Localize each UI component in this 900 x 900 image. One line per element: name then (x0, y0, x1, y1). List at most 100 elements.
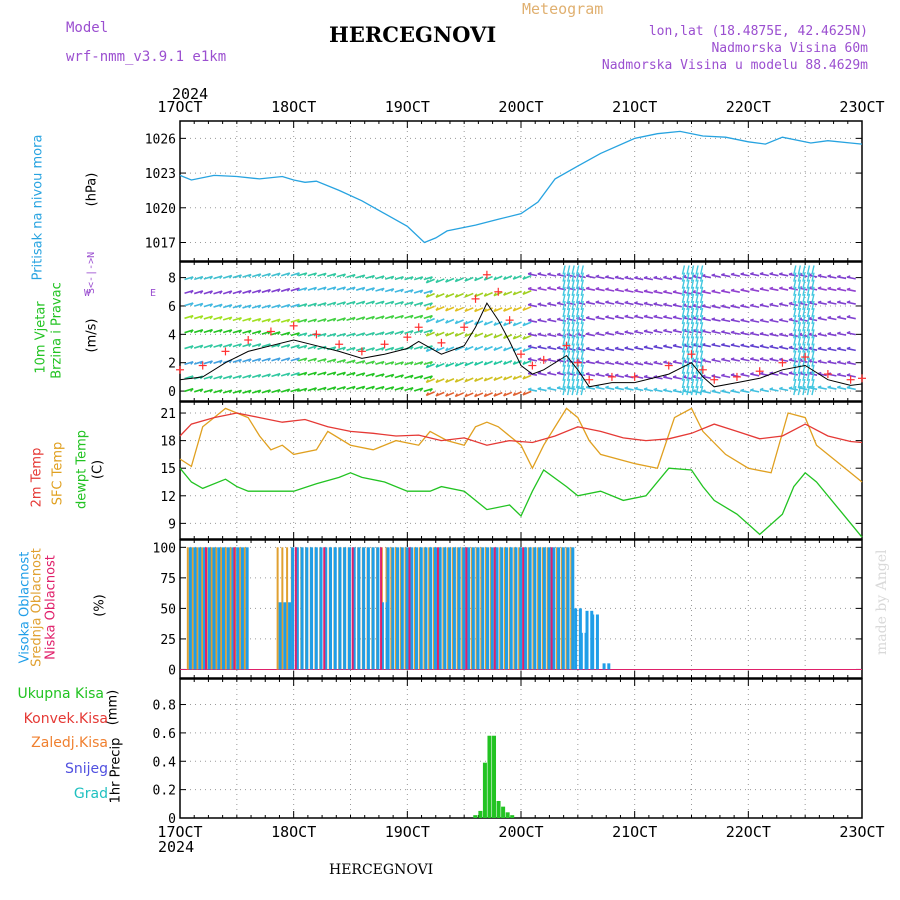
wind-vector (435, 346, 445, 352)
wind-vector-head (257, 318, 262, 322)
wind-vector-head (296, 272, 300, 277)
wind-vector-dense (576, 371, 580, 382)
wind-vector-head (303, 345, 308, 349)
wind-vector-head (277, 318, 281, 323)
wind-vector-dense (566, 364, 571, 374)
wind-vector (426, 317, 435, 323)
wind-vector (384, 361, 395, 366)
wind-vector (730, 289, 740, 293)
wind-vector-dense (802, 265, 806, 275)
cloud-bar-mid (508, 547, 511, 670)
wind-vector-head (605, 346, 609, 350)
wind-vector (846, 361, 856, 366)
wind-vector (653, 388, 663, 393)
wind-vector (769, 358, 779, 362)
wind-vector-dense (571, 272, 575, 282)
wind-vector (261, 272, 271, 278)
cloud-bar-mid (537, 547, 540, 670)
wind-vector (711, 375, 721, 379)
wind-vector (213, 290, 223, 295)
wind-vector-head (527, 286, 532, 290)
cloud-bar-mid (527, 547, 530, 670)
wind-vector-head (634, 329, 638, 333)
wind-vector-dense (681, 343, 686, 353)
cloud-bar-mid (565, 547, 568, 670)
wind-vector (355, 385, 366, 390)
wind-vector-dense (686, 272, 690, 282)
wind-vector (413, 301, 423, 306)
cloud-bar-mid (281, 547, 284, 670)
wind-vector (817, 301, 827, 305)
wind-vector (394, 374, 404, 379)
wind-vector-head (267, 373, 271, 378)
wind-vector-dense (699, 371, 704, 382)
wind-vector (527, 345, 538, 350)
wind-vector-head (827, 359, 832, 363)
wind-vector-head (547, 317, 551, 321)
wind-vector-head (332, 346, 337, 351)
wind-vector-dense (690, 357, 695, 367)
wind-vector-dense (566, 307, 571, 318)
wind-vector-head (493, 376, 497, 381)
wind-vector-head (248, 290, 252, 294)
cloud-bar-high (505, 547, 509, 670)
cloud-bar-high (283, 602, 287, 670)
wind-vector (750, 304, 760, 309)
wind-vector-head (740, 331, 745, 334)
wind-vector (435, 391, 445, 397)
wind-vector-dense (695, 300, 699, 311)
wind-vector-head (769, 371, 774, 374)
wind-vector (527, 388, 538, 392)
wind-vector-dense (580, 307, 584, 318)
wind-vector-head (846, 360, 851, 364)
wind-vector (261, 389, 271, 394)
wind-vector-dense (571, 329, 575, 339)
wind-vector (503, 321, 513, 327)
wind-vector-dense (566, 378, 571, 389)
wind-vector-head (464, 362, 468, 367)
cloud-bar-high (291, 547, 295, 670)
wind-vector-dense (811, 272, 815, 282)
wind-vector (522, 390, 532, 396)
wind-vector-dense (793, 307, 797, 318)
wind-vector (426, 347, 435, 353)
wind-vector-head (381, 315, 385, 320)
wind-vector-head (556, 346, 561, 349)
wind-vector-head (332, 386, 337, 391)
wind-vector-head (547, 357, 551, 361)
wind-vector (547, 387, 557, 391)
wind-vector-head (779, 318, 783, 321)
wind-vector-head (663, 344, 667, 347)
wind-vector (474, 320, 484, 326)
wind-vector-dense (566, 293, 571, 304)
wind-vector-head (199, 276, 204, 280)
wind-vector-head (759, 371, 764, 375)
wind-vector (423, 302, 433, 307)
cloud-bar-high (362, 547, 366, 670)
wind-vector (336, 332, 346, 338)
wind-vector (585, 360, 596, 365)
wind-vector (547, 318, 557, 323)
wind-vector (643, 290, 654, 294)
cloud-bar-high (424, 547, 428, 670)
wind-vector (788, 273, 798, 277)
wind-vector (503, 391, 513, 397)
dewpt-line (179, 467, 863, 538)
wind-vector-head (435, 363, 439, 368)
cloud-bar-high (212, 547, 216, 670)
wind-vector-head (474, 361, 478, 366)
wind-vector-head (342, 286, 346, 291)
wind-vector (384, 275, 395, 280)
wind-vector (537, 372, 547, 376)
wind-vector (721, 274, 731, 278)
ytick-label: 12 (160, 490, 176, 505)
cloud-bar-mid (447, 547, 450, 670)
wind-vector (595, 347, 605, 352)
wind-vector-head (381, 386, 385, 390)
wind-vector (566, 274, 576, 278)
wind-vector (624, 289, 634, 293)
wind-vector-head (435, 332, 439, 337)
wind-vector-head (663, 328, 667, 332)
ytick-label: 8 (168, 272, 176, 287)
wind-vector (404, 329, 414, 335)
